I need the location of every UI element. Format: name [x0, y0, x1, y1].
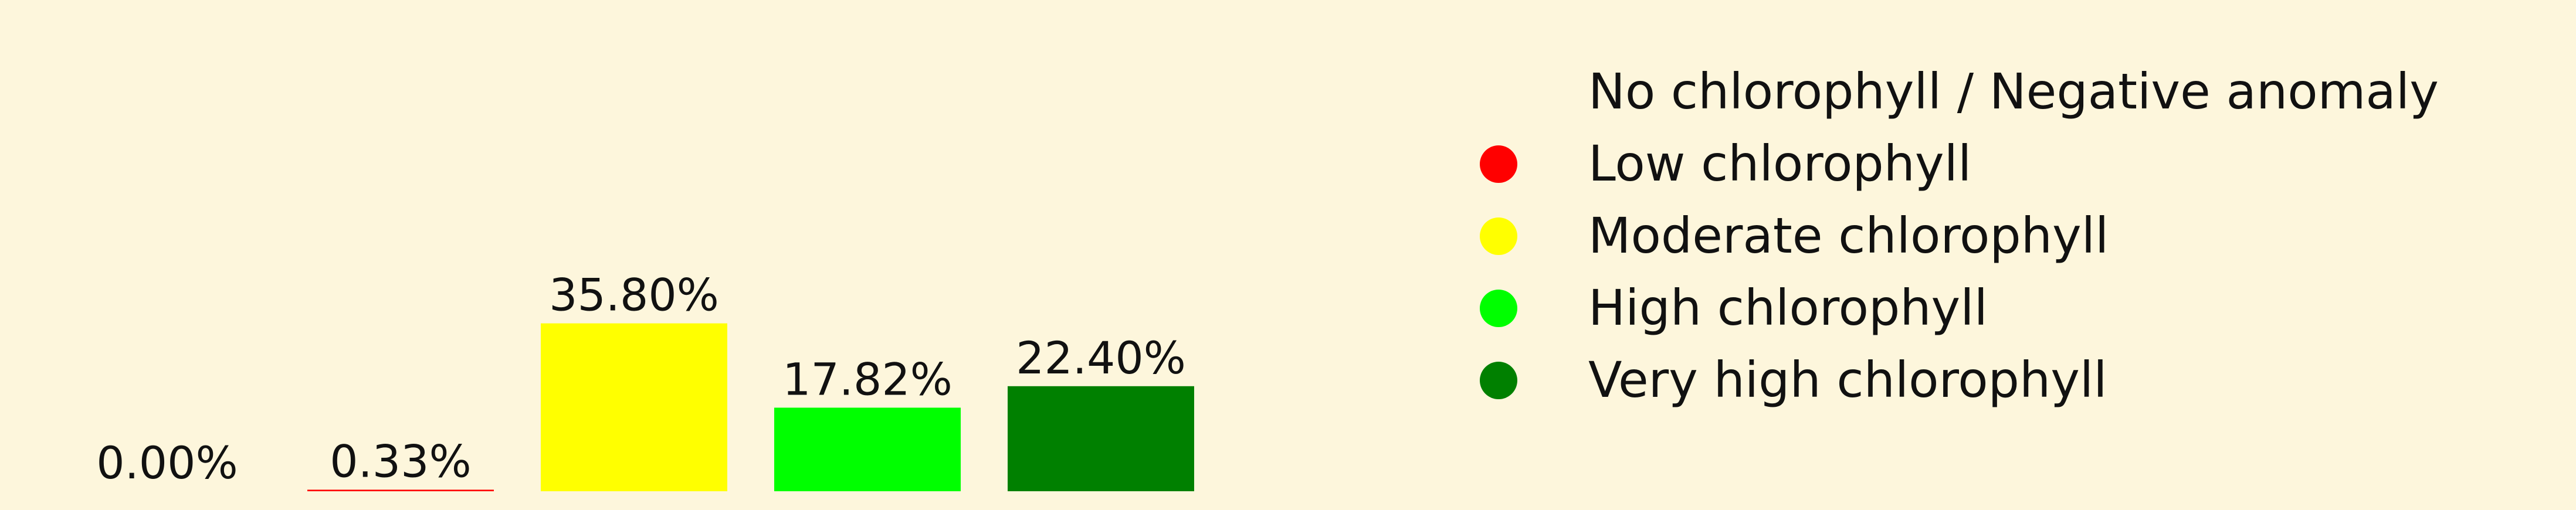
- legend-marker-4: [1480, 290, 1517, 327]
- bar-value-labels: 0.00% 0.33% 35.80% 17.82% 22.40%: [96, 269, 1186, 489]
- legend-marker-2: [1480, 145, 1517, 183]
- bar-2: [307, 489, 494, 491]
- bar-value-label-2: 0.33%: [330, 435, 471, 487]
- bar-value-label-1: 0.00%: [96, 437, 238, 489]
- legend-label-3: Moderate chlorophyll: [1588, 207, 2109, 264]
- legend-marker-3: [1480, 217, 1517, 255]
- bar-5: [1008, 386, 1194, 491]
- bar-3: [541, 323, 727, 491]
- legend-marker-1: [1480, 73, 1517, 111]
- legend-label-2: Low chlorophyll: [1588, 135, 1971, 192]
- bars-group: [307, 323, 1194, 491]
- bar-value-label-5: 22.40%: [1016, 332, 1186, 384]
- legend-label-1: No chlorophyll / Negative anomaly: [1588, 63, 2439, 120]
- legend-label-5: Very high chlorophyll: [1588, 351, 2107, 409]
- bar-value-label-4: 17.82%: [782, 353, 953, 405]
- legend: No chlorophyll / Negative anomaly Low chl…: [1480, 63, 2439, 409]
- bar-4: [774, 407, 961, 491]
- bar-value-label-3: 35.80%: [549, 269, 719, 321]
- legend-label-4: High chlorophyll: [1588, 279, 1988, 336]
- legend-marker-5: [1480, 362, 1517, 399]
